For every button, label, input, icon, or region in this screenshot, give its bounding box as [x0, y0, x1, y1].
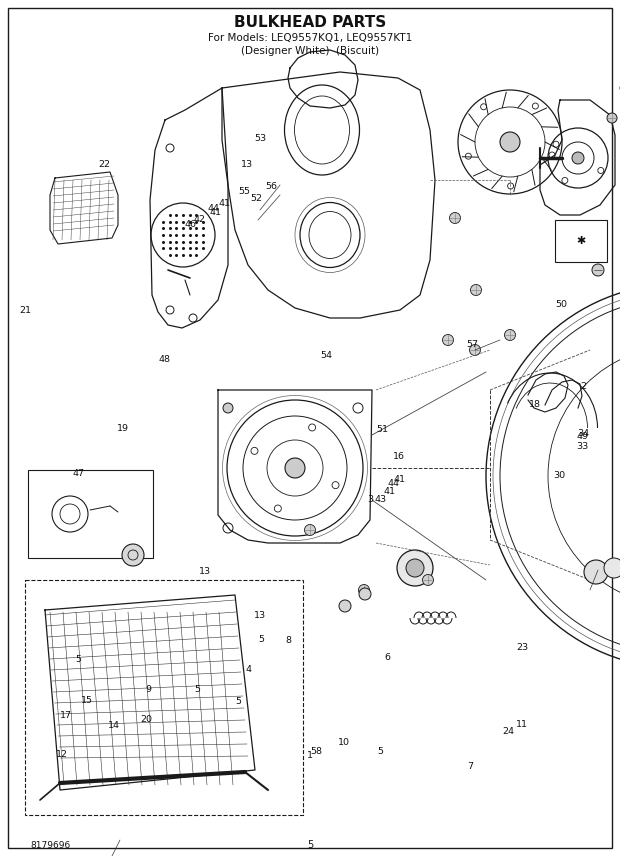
Text: 22: 22	[98, 160, 110, 169]
Bar	[25, 580, 303, 815]
Text: 23: 23	[516, 644, 528, 652]
Text: 13: 13	[254, 611, 267, 620]
Text: 54: 54	[320, 351, 332, 360]
Text: 50: 50	[556, 300, 568, 309]
Text: 21: 21	[19, 306, 31, 315]
Text: 18: 18	[528, 401, 541, 409]
Text: 20: 20	[140, 715, 153, 723]
Text: 19: 19	[117, 425, 129, 433]
Circle shape	[359, 588, 371, 600]
Circle shape	[500, 132, 520, 152]
Text: 44: 44	[387, 479, 399, 488]
Circle shape	[592, 264, 604, 276]
Text: 4: 4	[245, 665, 251, 674]
Circle shape	[607, 113, 617, 123]
Text: 5: 5	[307, 840, 313, 850]
Circle shape	[339, 600, 351, 612]
Bar	[555, 220, 607, 262]
Text: 8: 8	[285, 636, 291, 645]
Bar	[28, 470, 153, 558]
Circle shape	[397, 550, 433, 586]
Text: 58: 58	[310, 747, 322, 756]
Text: 16: 16	[392, 452, 405, 461]
Text: 41: 41	[210, 208, 222, 217]
Circle shape	[122, 544, 144, 566]
Text: 5: 5	[378, 747, 384, 756]
Text: 9: 9	[146, 685, 152, 693]
Text: 43: 43	[374, 495, 387, 503]
Circle shape	[358, 585, 370, 596]
Text: 42: 42	[193, 216, 206, 224]
Text: 52: 52	[250, 194, 262, 203]
Text: 14: 14	[107, 722, 120, 730]
Text: 15: 15	[81, 696, 93, 704]
Text: 41: 41	[393, 475, 405, 484]
Text: 1: 1	[307, 752, 313, 760]
Circle shape	[406, 559, 424, 577]
Text: 51: 51	[376, 425, 388, 434]
Circle shape	[304, 525, 316, 536]
Text: 13: 13	[198, 568, 211, 576]
Circle shape	[505, 330, 515, 341]
Text: For Models: LEQ9557KQ1, LEQ9557KT1: For Models: LEQ9557KQ1, LEQ9557KT1	[208, 33, 412, 43]
Circle shape	[471, 284, 482, 295]
Circle shape	[422, 574, 433, 586]
Text: 55: 55	[238, 187, 250, 196]
Text: 56: 56	[265, 182, 277, 191]
Text: 12: 12	[56, 751, 68, 759]
Circle shape	[584, 560, 608, 584]
Text: 3: 3	[368, 495, 374, 503]
Text: 41: 41	[384, 487, 396, 496]
Text: 49: 49	[577, 432, 589, 441]
Text: 13: 13	[241, 160, 253, 169]
Text: 47: 47	[72, 469, 84, 478]
Text: (Designer White)  (Biscuit): (Designer White) (Biscuit)	[241, 46, 379, 56]
Text: 6: 6	[384, 653, 390, 662]
Text: 24: 24	[502, 727, 515, 735]
Circle shape	[604, 558, 620, 578]
Text: 57: 57	[466, 340, 479, 348]
Text: 17: 17	[60, 711, 73, 720]
Circle shape	[450, 212, 461, 223]
Text: 5: 5	[258, 635, 264, 644]
Text: 44: 44	[207, 204, 219, 212]
Text: 10: 10	[338, 738, 350, 746]
Text: 8179696: 8179696	[30, 841, 70, 849]
Text: 53: 53	[254, 134, 267, 143]
Circle shape	[285, 458, 305, 478]
Text: 34: 34	[577, 429, 589, 437]
Text: 5: 5	[194, 685, 200, 693]
Text: 48: 48	[159, 355, 171, 364]
Text: 11: 11	[516, 720, 528, 728]
Circle shape	[443, 335, 453, 346]
Text: 7: 7	[467, 762, 473, 770]
Text: BULKHEAD PARTS: BULKHEAD PARTS	[234, 15, 386, 29]
Text: 41: 41	[218, 199, 231, 208]
Circle shape	[223, 403, 233, 413]
Circle shape	[469, 344, 481, 355]
Text: 5: 5	[75, 655, 81, 663]
Text: 33: 33	[577, 443, 589, 451]
Text: 46: 46	[185, 220, 197, 229]
Circle shape	[572, 152, 584, 164]
Text: 2: 2	[580, 383, 586, 391]
Text: 5: 5	[235, 698, 241, 706]
Text: ✱: ✱	[577, 236, 586, 246]
Text: 30: 30	[553, 472, 565, 480]
